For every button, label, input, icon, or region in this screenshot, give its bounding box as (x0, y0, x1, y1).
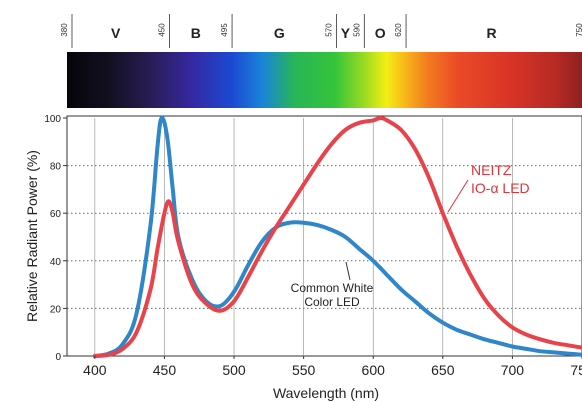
x-axis-title: Wavelength (nm) (273, 385, 379, 401)
band-label: B (191, 25, 201, 41)
y-tick-label: 20 (50, 304, 62, 315)
white-led-label-line2: Color LED (304, 295, 360, 309)
band-header: 380 450 495 570 590 620 750 V B G Y O R (60, 14, 582, 48)
x-tick-label: 550 (292, 362, 316, 378)
series-line (92, 115, 582, 358)
x-tick-label: 400 (83, 362, 107, 378)
white-led-leader (345, 261, 351, 281)
spectrum-bar (67, 52, 582, 108)
series-line (92, 116, 582, 358)
white-led-annotation: Common White Color LED (291, 261, 374, 309)
wavelength-boundary-label: 590 (352, 23, 361, 37)
band-label: O (375, 25, 386, 41)
y-tick-label: 60 (50, 209, 62, 220)
x-tick-label: 750 (570, 362, 582, 378)
wavelength-boundary-label: 450 (157, 23, 166, 37)
band-label: G (274, 25, 285, 41)
y-tick-label: 0 (55, 352, 61, 363)
x-tick-label: 650 (431, 362, 455, 378)
white-led-label-line1: Common White (291, 281, 374, 295)
y-tick-label: 100 (44, 114, 61, 125)
neitz-led-label-line1: NEITZ (471, 162, 512, 178)
y-tick-label: 40 (50, 257, 62, 268)
neitz-led-label-line2: IO-α LED (471, 180, 530, 196)
y-tick-label: 80 (50, 162, 62, 173)
neitz-led-leader (447, 179, 469, 213)
band-label: R (486, 25, 496, 41)
wavelength-boundary-label: 570 (324, 23, 333, 37)
series-lines (92, 115, 582, 358)
band-label: V (111, 25, 121, 41)
band-label: Y (341, 25, 351, 41)
grid (67, 118, 582, 356)
x-tick-label: 500 (222, 362, 246, 378)
plot-frame (66, 115, 582, 357)
neitz-led-annotation: NEITZ IO-α LED (447, 162, 530, 213)
y-axis-title: Relative Radiant Power (%) (24, 150, 40, 322)
wavelength-boundary-label: 620 (394, 23, 403, 37)
x-tick-label: 600 (362, 362, 386, 378)
x-tick-label: 700 (501, 362, 525, 378)
axes: 0 20 40 60 80 100 400 450 500 550 600 650 700 750 (44, 114, 582, 378)
x-tick-label: 450 (153, 362, 177, 378)
wavelength-boundary-label: 495 (220, 23, 229, 37)
wavelength-boundary-label: 380 (60, 23, 69, 37)
wavelength-boundary-label: 750 (575, 23, 582, 37)
